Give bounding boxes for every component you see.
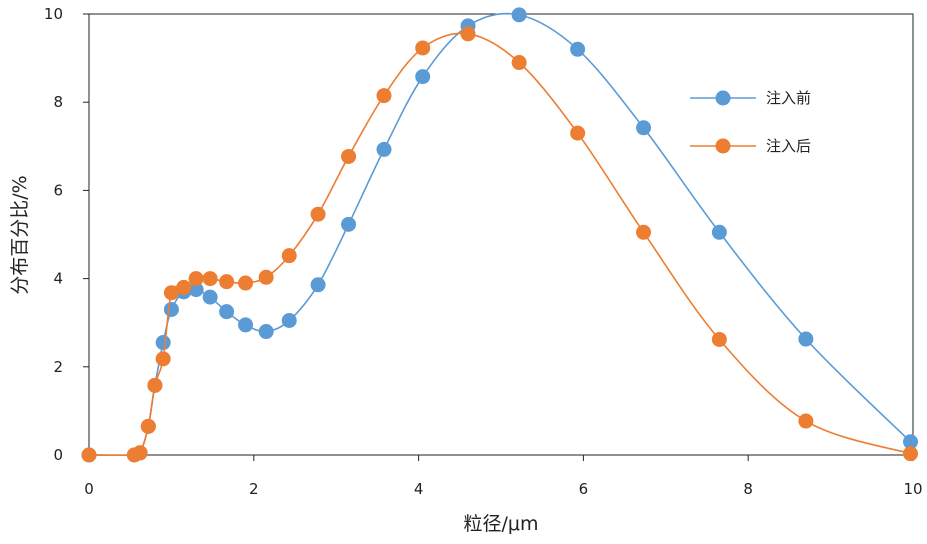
- data-point: [81, 447, 97, 463]
- data-point: [202, 289, 218, 305]
- data-point: [798, 331, 814, 347]
- y-tick-label: 8: [53, 93, 63, 111]
- data-point: [711, 331, 727, 347]
- y-axis-ticks: 0 2 4 6 8 10: [44, 5, 89, 464]
- data-point: [511, 55, 527, 71]
- data-point: [202, 271, 218, 287]
- data-point: [341, 148, 357, 164]
- data-point: [163, 285, 179, 301]
- data-point: [636, 120, 652, 136]
- data-point: [176, 279, 192, 295]
- data-point: [188, 282, 204, 298]
- x-axis-title: 粒径/μm: [464, 513, 539, 535]
- data-point: [155, 351, 171, 367]
- y-tick-label: 10: [44, 5, 63, 23]
- data-point: [376, 141, 392, 157]
- data-point: [281, 312, 297, 328]
- data-point: [238, 275, 254, 291]
- series-after-injection: [81, 26, 919, 463]
- data-point: [310, 277, 326, 293]
- data-point: [155, 335, 171, 351]
- data-point: [147, 377, 163, 393]
- data-point: [570, 125, 586, 141]
- data-point: [258, 324, 274, 340]
- x-tick-label: 10: [903, 480, 922, 498]
- x-tick-label: 4: [414, 480, 424, 498]
- y-tick-label: 0: [53, 446, 63, 464]
- x-tick-label: 2: [249, 480, 259, 498]
- legend-item: 注入后: [690, 137, 811, 155]
- legend-item: 注入前: [690, 89, 811, 107]
- legend-marker: [715, 90, 731, 106]
- x-tick-label: 8: [743, 480, 753, 498]
- y-axis-title: 分布百分比/%: [9, 175, 31, 294]
- data-point: [281, 248, 297, 264]
- series-layer: [81, 7, 919, 463]
- data-point: [376, 88, 392, 104]
- x-tick-label: 6: [579, 480, 589, 498]
- data-point: [238, 317, 254, 333]
- data-point: [219, 304, 235, 320]
- data-point: [415, 40, 431, 56]
- legend-label: 注入前: [766, 89, 811, 107]
- series-before-injection: [81, 7, 919, 463]
- data-point: [570, 41, 586, 57]
- y-tick-label: 6: [53, 181, 63, 199]
- data-point: [903, 434, 919, 450]
- data-point: [341, 216, 357, 232]
- plot-area-frame: [88, 13, 914, 456]
- data-point: [163, 301, 179, 317]
- data-point: [140, 418, 156, 434]
- data-point: [798, 413, 814, 429]
- data-point: [460, 26, 476, 42]
- series-line: [88, 12, 912, 457]
- y-tick-label: 2: [53, 358, 63, 376]
- data-point: [219, 274, 235, 290]
- x-axis-ticks: 0 2 4 6 8 10: [84, 455, 923, 498]
- data-point: [188, 271, 204, 287]
- legend-label: 注入后: [766, 137, 811, 155]
- legend-marker: [715, 138, 731, 154]
- data-point: [310, 206, 326, 222]
- data-point: [132, 445, 148, 461]
- data-point: [636, 224, 652, 240]
- data-point: [903, 446, 919, 462]
- data-point: [711, 224, 727, 240]
- data-point: [415, 69, 431, 85]
- data-point: [258, 269, 274, 285]
- y-tick-label: 4: [53, 270, 63, 288]
- x-tick-label: 0: [84, 480, 94, 498]
- data-point: [511, 7, 527, 23]
